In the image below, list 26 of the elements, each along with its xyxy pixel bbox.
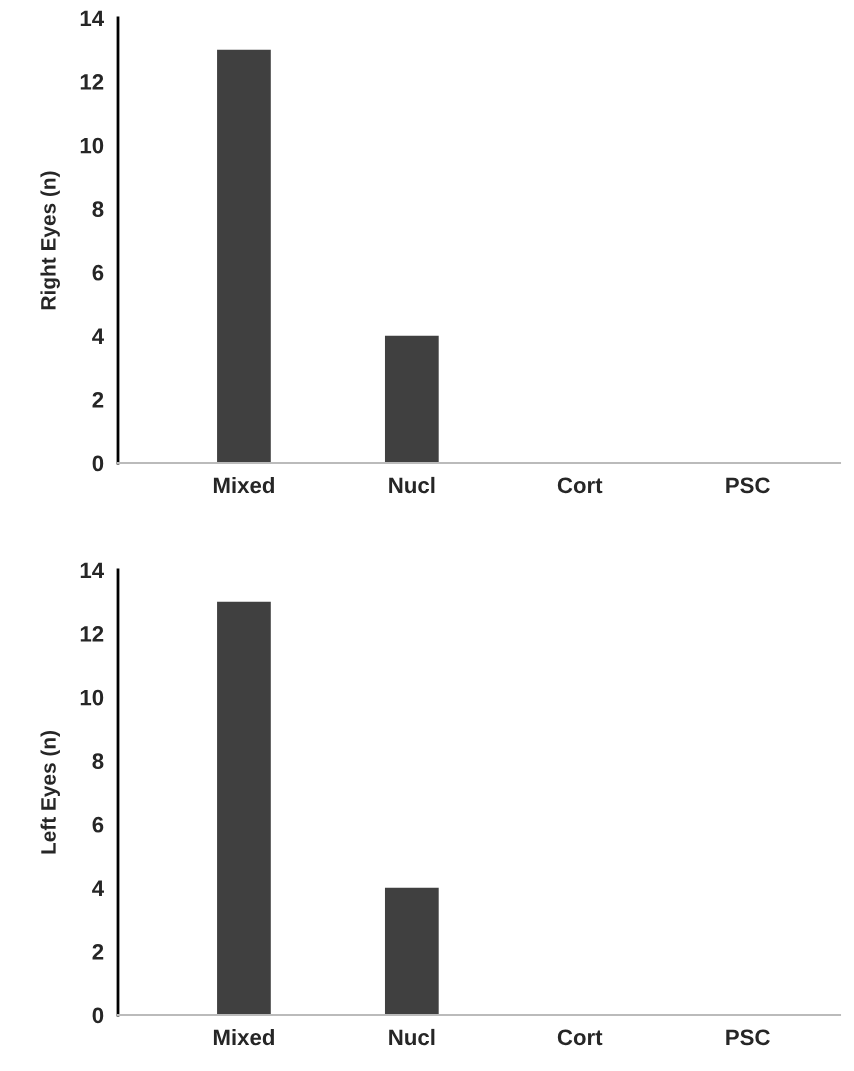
y-tick-label: 8	[92, 201, 104, 217]
x-tick-label: PSC	[726, 477, 770, 494]
y-axis-title: Right Eyes (n)	[40, 171, 60, 310]
y-tick-label: 8	[92, 753, 104, 769]
y-tick-label: 4	[92, 328, 104, 344]
y-tick-label: 12	[80, 74, 104, 90]
y-tick-label: 0	[92, 455, 104, 472]
x-tick-label: Mixed	[213, 476, 274, 494]
y-axis-title: Left Eyes (n)	[40, 731, 60, 854]
y-tick-label: 4	[92, 880, 104, 896]
y-tick-label: 6	[92, 816, 104, 833]
y-tick-label: 2	[92, 943, 104, 960]
x-tick-label: Nucl	[389, 476, 435, 494]
x-tick-label: PSC	[726, 1029, 770, 1046]
y-tick-label: 2	[92, 391, 104, 408]
y-tick-label: 14	[80, 562, 104, 579]
x-tick-label: Cort	[557, 477, 603, 494]
x-tick-label: Cort	[557, 1029, 603, 1046]
y-tick-label: 12	[80, 626, 104, 642]
y-tick-label: 6	[92, 264, 104, 281]
y-tick-label: 10	[80, 689, 104, 706]
y-tick-label: 0	[92, 1007, 104, 1024]
x-tick-label: Nucl	[389, 1028, 435, 1046]
y-tick-label: 14	[80, 10, 104, 27]
x-tick-label: Mixed	[213, 1028, 274, 1046]
y-tick-label: 10	[80, 137, 104, 154]
